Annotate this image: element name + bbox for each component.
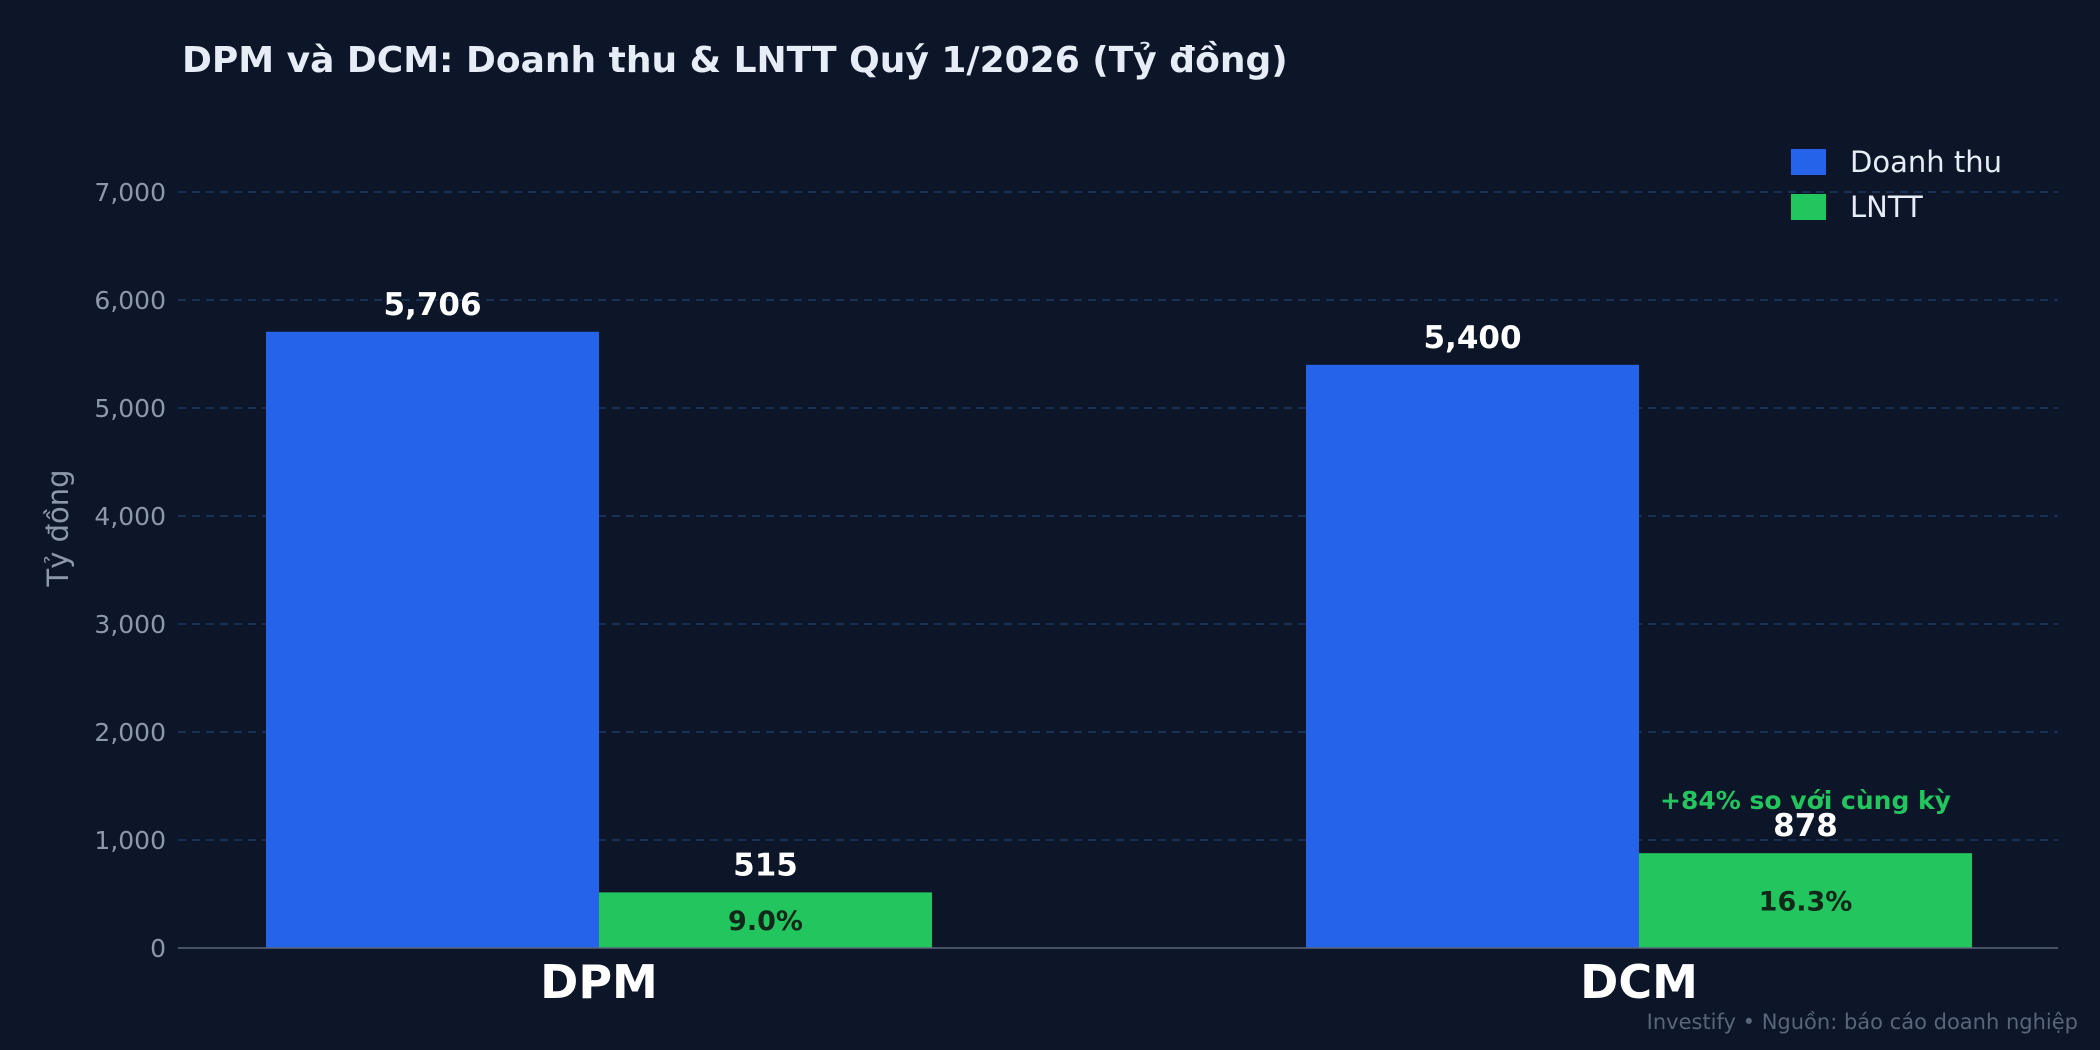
data-labels: 5,706 515 9.0% 5,400 878 16.3% +84% so với cùn… (383, 287, 1951, 937)
legend: Doanh thu LNTT (1791, 145, 2002, 224)
y-tick-label: 3,000 (94, 610, 166, 639)
y-tick-label: 7,000 (94, 178, 166, 207)
y-tick-label: 2,000 (94, 718, 166, 747)
y-axis-label: Tỷ đồng (41, 469, 75, 587)
bar-dcm-lntt (1639, 853, 1972, 948)
bar-dcm-doanh-thu (1306, 364, 1639, 948)
y-tick-label: 6,000 (94, 286, 166, 315)
annotation: +84% so với cùng kỳ (1660, 786, 1951, 815)
bars (266, 331, 1972, 948)
value-label: 5,706 (383, 287, 481, 323)
y-tick-label: 5,000 (94, 394, 166, 423)
chart-title: DPM và DCM: Doanh thu & LNTT Quý 1/2026 … (182, 40, 1288, 81)
margin-label: 16.3% (1759, 887, 1853, 918)
bar-dpm-doanh-thu (266, 331, 599, 948)
legend-label: LNTT (1850, 190, 1923, 224)
legend-label: Doanh thu (1850, 145, 2002, 179)
margin-label: 9.0% (728, 906, 803, 937)
y-tick-label: 1,000 (94, 826, 166, 855)
y-tick-label: 0 (150, 934, 166, 963)
legend-swatch (1791, 194, 1826, 220)
value-label: 515 (733, 847, 798, 883)
legend-swatch (1791, 149, 1826, 175)
y-tick-label: 4,000 (94, 502, 166, 531)
x-tick-label: DPM (540, 955, 658, 1009)
value-label: 878 (1773, 808, 1838, 844)
y-axis-ticks: 0 1,000 2,000 3,000 4,000 5,000 6,000 7,000 (94, 178, 166, 963)
x-axis-ticks: DPM DCM (540, 955, 1698, 1009)
bar-dpm-lntt (599, 892, 932, 948)
footer-source: Investify • Nguồn: báo cáo doanh nghiệp (1647, 1010, 2078, 1034)
x-tick-label: DCM (1580, 955, 1698, 1009)
value-label: 5,400 (1423, 320, 1521, 356)
